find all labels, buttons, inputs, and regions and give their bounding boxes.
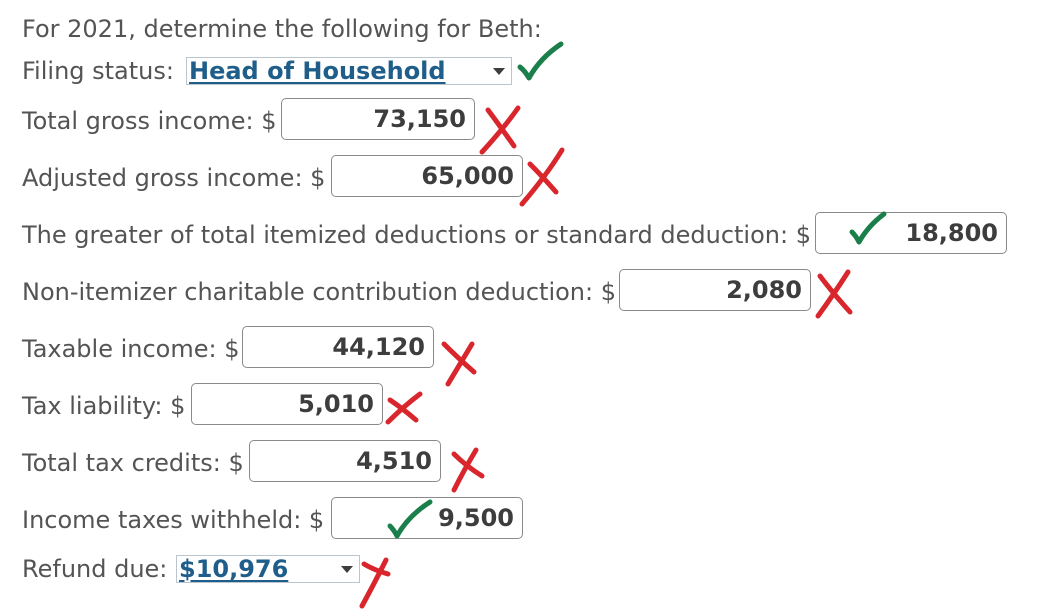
total-gross-income-input[interactable]	[281, 98, 475, 140]
deduction-label: The greater of total itemized deductions…	[22, 221, 811, 249]
x-mark-icon	[479, 105, 521, 155]
x-mark-icon	[451, 447, 485, 493]
chevron-down-icon	[341, 566, 353, 573]
tax-liability-input[interactable]	[191, 383, 383, 425]
charitable-deduction-input[interactable]	[619, 269, 811, 311]
filing-status-value: Head of Household	[189, 57, 446, 85]
refund-due-label: Refund due:	[22, 555, 168, 583]
question-prompt: For 2021, determine the following for Be…	[22, 6, 542, 52]
prompt-text: For 2021, determine the following for Be…	[22, 15, 542, 43]
taxable-income-input[interactable]	[242, 326, 434, 368]
x-mark-icon	[385, 391, 423, 425]
refund-due-value: $10,976	[179, 555, 289, 583]
taxes-withheld-row: Income taxes withheld: $	[22, 497, 324, 543]
adjusted-gross-income-label: Adjusted gross income: $	[22, 164, 326, 192]
deduction-input[interactable]	[815, 212, 1007, 254]
x-mark-icon	[441, 341, 477, 387]
tax-liability-row: Tax liability: $	[22, 383, 185, 429]
tax-credits-label: Total tax credits: $	[22, 449, 244, 477]
refund-due-select[interactable]: $10,976	[176, 555, 360, 583]
x-mark-icon	[815, 269, 853, 319]
x-mark-icon	[359, 557, 391, 609]
check-icon	[517, 41, 564, 81]
taxes-withheld-label: Income taxes withheld: $	[22, 506, 325, 534]
adjusted-gross-income-row: Adjusted gross income: $	[22, 155, 325, 201]
charitable-deduction-row: Non-itemizer charitable contribution ded…	[22, 269, 616, 315]
tax-credits-row: Total tax credits: $	[22, 440, 244, 486]
tax-credits-input[interactable]	[249, 440, 441, 482]
refund-due-row: Refund due:	[22, 546, 167, 592]
taxable-income-label: Taxable income: $	[22, 335, 240, 363]
taxable-income-row: Taxable income: $	[22, 326, 240, 372]
charitable-deduction-label: Non-itemizer charitable contribution ded…	[22, 278, 616, 306]
filing-status-select[interactable]: Head of Household	[186, 57, 512, 85]
filing-status-row: Filing status:	[22, 48, 174, 94]
deduction-row: The greater of total itemized deductions…	[22, 212, 811, 258]
x-mark-icon	[519, 147, 565, 207]
chevron-down-icon	[493, 68, 505, 75]
total-gross-income-row: Total gross income: $	[22, 98, 276, 144]
total-gross-income-label: Total gross income: $	[22, 107, 277, 135]
adjusted-gross-income-input[interactable]	[331, 155, 523, 197]
tax-liability-label: Tax liability: $	[22, 392, 186, 420]
filing-status-label: Filing status:	[22, 57, 174, 85]
check-icon	[849, 211, 887, 245]
check-icon	[387, 499, 433, 539]
